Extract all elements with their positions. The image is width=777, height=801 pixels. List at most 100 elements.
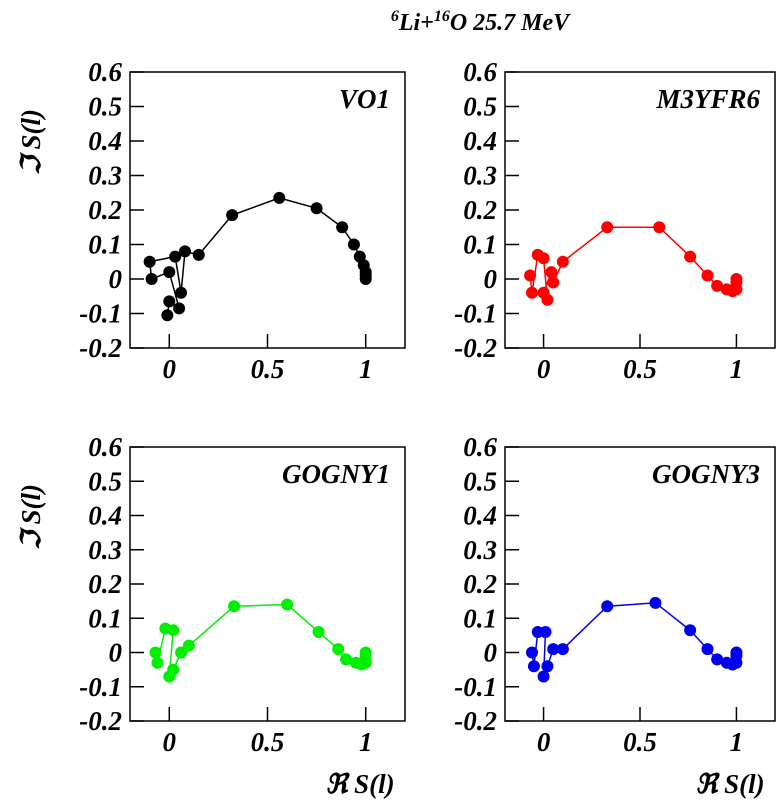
point	[539, 625, 552, 638]
y-tick-label: -0.1	[454, 299, 497, 329]
point	[649, 596, 662, 609]
point	[169, 250, 182, 263]
y-tick-label: 0.5	[88, 466, 122, 496]
y-tick-label: 0.4	[463, 501, 497, 531]
x-tick-label: 1	[730, 354, 744, 384]
y-tick-label: -0.2	[79, 333, 122, 363]
x-tick-label: 0.5	[251, 727, 285, 757]
point	[730, 273, 743, 285]
point	[151, 656, 164, 669]
panel-label: VO1	[339, 84, 390, 114]
y-tick-label: 0.3	[88, 535, 122, 565]
y-axis-label: ℑ S(l)	[16, 484, 46, 550]
title-part: Li+	[398, 10, 434, 36]
x-axis-label: ℜ S(l)	[325, 769, 394, 799]
point	[701, 643, 714, 656]
point	[167, 663, 180, 676]
y-tick-label: 0	[109, 638, 123, 668]
y-tick-label: 0.2	[88, 569, 122, 599]
point	[556, 643, 569, 656]
y-tick-label: 0.3	[463, 535, 497, 565]
point	[228, 600, 241, 613]
y-tick-label: 0.3	[463, 161, 497, 191]
panel-label: GOGNY1	[282, 459, 390, 489]
point	[312, 625, 325, 638]
point	[359, 273, 372, 285]
y-tick-label: 0.2	[88, 195, 122, 225]
point	[537, 252, 550, 265]
x-tick-label: 0.5	[251, 354, 285, 384]
point	[711, 279, 724, 292]
point	[547, 643, 560, 656]
title-mass: 6	[391, 8, 399, 25]
point	[653, 221, 666, 234]
point	[684, 624, 697, 637]
point	[310, 202, 323, 215]
x-tick-label: 0.5	[623, 354, 657, 384]
point	[547, 276, 560, 289]
point	[173, 302, 186, 315]
y-tick-label: 0	[484, 264, 498, 294]
point	[179, 245, 191, 258]
x-tick-label: 0	[163, 727, 177, 757]
y-tick-label: 0.1	[463, 230, 497, 260]
point	[281, 598, 294, 611]
y-tick-label: 0.2	[463, 569, 497, 599]
y-tick-label: 0.4	[88, 501, 122, 531]
point	[336, 221, 349, 234]
point	[359, 646, 372, 659]
point	[192, 248, 205, 261]
point	[556, 255, 569, 268]
y-tick-label: 0.1	[88, 603, 122, 633]
y-tick-label: 0.6	[88, 57, 122, 87]
point	[526, 286, 538, 299]
point	[684, 250, 697, 263]
y-tick-label: 0	[484, 638, 498, 668]
x-tick-label: 0	[537, 354, 551, 384]
y-tick-label: 0.1	[463, 603, 497, 633]
y-tick-label: 0.6	[463, 57, 497, 87]
series-line	[531, 602, 738, 677]
y-tick-label: 0.5	[88, 92, 122, 122]
point	[340, 653, 353, 666]
y-tick-label: -0.2	[79, 706, 122, 736]
y-tick-label: 0.3	[88, 161, 122, 191]
x-tick-label: 0	[163, 354, 177, 384]
point	[163, 295, 176, 308]
title-mass: 16	[434, 8, 450, 25]
y-tick-label: 0.6	[88, 432, 122, 462]
point	[332, 643, 345, 656]
x-tick-label: 0.5	[623, 727, 657, 757]
y-axis-label: ℑ S(l)	[16, 109, 46, 175]
point	[149, 646, 162, 659]
point	[163, 266, 176, 279]
x-tick-label: 1	[359, 354, 373, 384]
y-tick-label: -0.1	[79, 672, 122, 702]
point	[145, 273, 158, 285]
point	[527, 660, 540, 673]
x-axis-label: ℜ S(l)	[695, 769, 764, 799]
x-tick-label: 1	[359, 727, 373, 757]
point	[161, 309, 174, 322]
point	[175, 646, 188, 659]
x-tick-label: 0	[537, 727, 551, 757]
point	[182, 639, 195, 652]
point	[167, 624, 180, 637]
point	[711, 653, 724, 666]
y-tick-label: -0.2	[454, 706, 497, 736]
y-tick-label: 0.4	[88, 126, 122, 156]
y-tick-label: 0	[109, 264, 123, 294]
point	[175, 286, 188, 299]
point	[524, 269, 537, 282]
title-part: O 25.7 MeV	[450, 10, 571, 36]
panel-label: GOGNY3	[652, 459, 760, 489]
point	[526, 646, 538, 659]
x-tick-label: 1	[730, 727, 744, 757]
point	[347, 238, 360, 251]
y-tick-label: 0.1	[88, 230, 122, 260]
figure-title: 6Li+16O 25.7 MeV	[391, 8, 571, 36]
point	[226, 209, 239, 222]
point	[143, 255, 156, 268]
